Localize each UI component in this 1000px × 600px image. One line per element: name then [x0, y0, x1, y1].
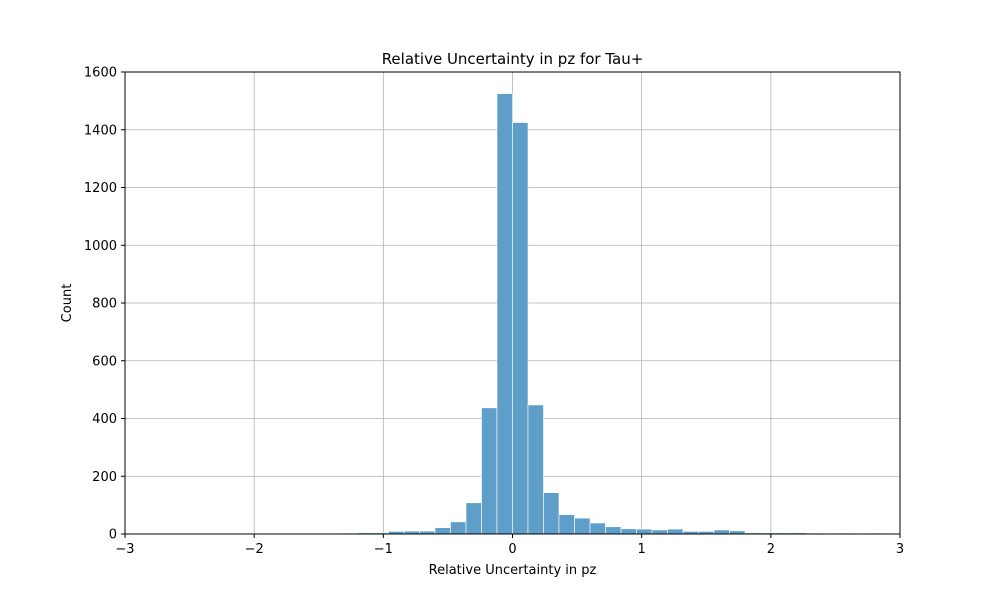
- histogram-bar-7: [450, 521, 467, 535]
- histogram-bar-11: [512, 122, 529, 535]
- histogram-bar-8: [465, 502, 482, 535]
- y-axis-label: Count: [60, 284, 75, 323]
- x-tick-label-1: −2: [245, 542, 264, 557]
- y-tick-label-7: 1400: [84, 123, 117, 138]
- histogram-bars: [341, 93, 885, 535]
- histogram-bar-19: [636, 528, 653, 535]
- histogram-bar-24: [713, 529, 730, 535]
- y-tick-label-0: 0: [109, 528, 117, 543]
- histogram-bar-16: [589, 522, 606, 535]
- histogram-bar-13: [543, 492, 560, 535]
- x-tick-label-0: −3: [115, 542, 134, 557]
- y-tick-label-2: 400: [92, 412, 117, 427]
- chart-title: Relative Uncertainty in pz for Tau+: [382, 50, 644, 68]
- y-tick-label-5: 1000: [84, 239, 117, 254]
- y-tick-label-8: 1600: [84, 66, 117, 81]
- histogram-bar-17: [605, 526, 622, 535]
- y-tick-label-3: 600: [92, 354, 117, 369]
- y-tick-label-1: 200: [92, 470, 117, 485]
- histogram-bar-9: [481, 407, 498, 535]
- x-tick-label-6: 3: [896, 542, 904, 557]
- x-tick-label-4: 1: [638, 542, 646, 557]
- x-tick-label-5: 2: [767, 542, 775, 557]
- axis-ticks: −3 −2 −1 0 1 2 3 0 200 400 600 800 1000 1200 1400 1600: [84, 66, 904, 558]
- histogram-bar-10: [496, 93, 513, 535]
- histogram-bar-12: [527, 404, 544, 535]
- y-tick-label-4: 800: [92, 297, 117, 312]
- x-tick-label-3: 0: [508, 542, 516, 557]
- histogram-bar-20: [651, 529, 668, 535]
- x-axis-label: Relative Uncertainty in pz: [429, 563, 597, 578]
- histogram-bar-18: [620, 528, 637, 535]
- histogram-bar-6: [434, 527, 451, 535]
- y-tick-label-6: 1200: [84, 181, 117, 196]
- histogram-bar-14: [558, 514, 575, 535]
- histogram-bar-15: [574, 517, 591, 535]
- histogram-bar-21: [667, 528, 684, 535]
- x-tick-label-2: −1: [374, 542, 393, 557]
